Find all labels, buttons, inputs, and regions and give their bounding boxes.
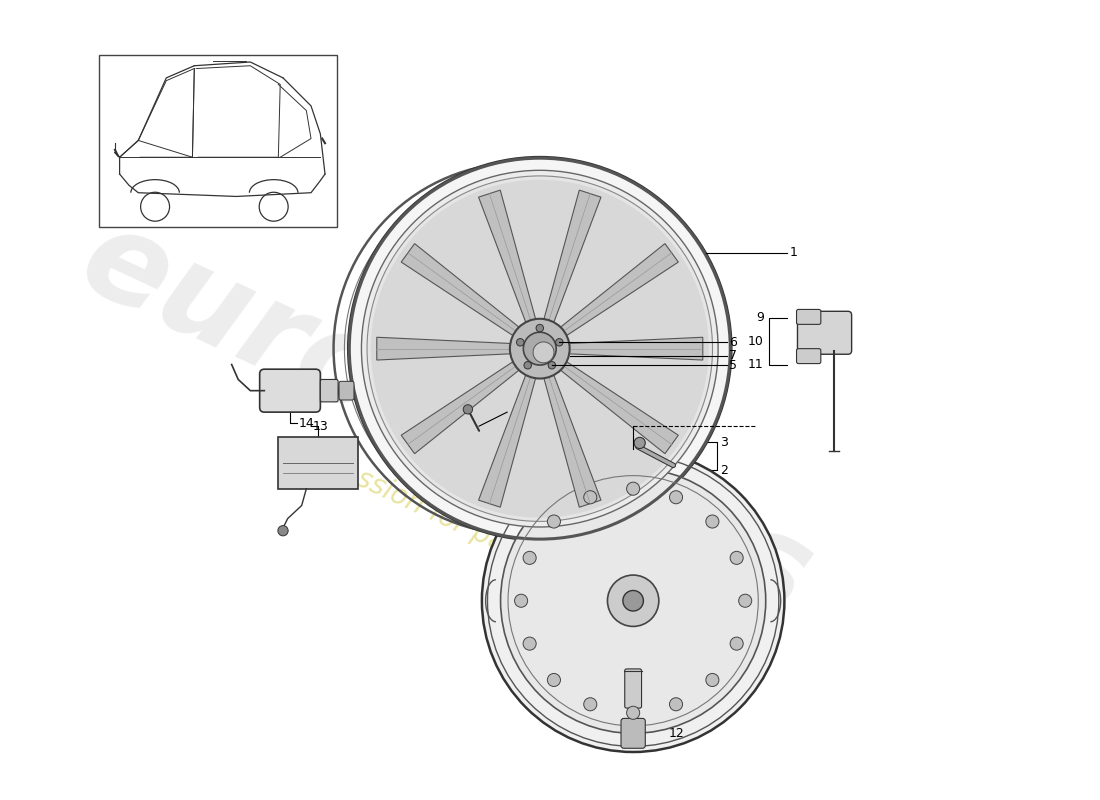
Text: 10: 10	[748, 334, 763, 348]
Polygon shape	[561, 244, 679, 335]
Polygon shape	[478, 190, 536, 322]
Circle shape	[278, 526, 288, 536]
Circle shape	[371, 180, 708, 518]
Circle shape	[556, 338, 563, 346]
Circle shape	[706, 515, 719, 528]
Polygon shape	[377, 338, 510, 360]
Circle shape	[463, 405, 473, 414]
FancyBboxPatch shape	[798, 311, 851, 354]
Circle shape	[634, 438, 646, 449]
FancyBboxPatch shape	[99, 54, 338, 227]
Circle shape	[670, 490, 683, 504]
Polygon shape	[478, 375, 536, 507]
FancyBboxPatch shape	[278, 438, 358, 489]
Circle shape	[627, 482, 640, 495]
Polygon shape	[569, 338, 703, 360]
Polygon shape	[543, 190, 601, 322]
Polygon shape	[543, 375, 601, 507]
Circle shape	[524, 637, 536, 650]
FancyBboxPatch shape	[260, 369, 320, 412]
Circle shape	[584, 698, 597, 710]
Circle shape	[548, 674, 561, 686]
Polygon shape	[402, 362, 519, 454]
Text: 2: 2	[720, 463, 728, 477]
FancyBboxPatch shape	[320, 379, 338, 402]
Circle shape	[524, 551, 536, 565]
FancyBboxPatch shape	[796, 310, 821, 324]
Text: 1: 1	[790, 246, 798, 259]
Ellipse shape	[607, 575, 659, 626]
Polygon shape	[402, 244, 519, 335]
Ellipse shape	[482, 450, 784, 752]
Circle shape	[706, 674, 719, 686]
Text: 5: 5	[729, 358, 737, 372]
Circle shape	[362, 170, 718, 527]
Circle shape	[534, 342, 554, 363]
Ellipse shape	[482, 598, 784, 614]
Text: 8: 8	[624, 404, 631, 417]
Circle shape	[670, 698, 683, 710]
Circle shape	[548, 362, 556, 369]
Circle shape	[730, 551, 744, 565]
FancyBboxPatch shape	[621, 718, 646, 748]
Circle shape	[510, 318, 570, 378]
Circle shape	[349, 158, 732, 540]
Text: 11: 11	[669, 682, 684, 695]
Circle shape	[524, 362, 531, 369]
Text: 9: 9	[756, 311, 763, 324]
Text: 13: 13	[312, 420, 329, 433]
FancyBboxPatch shape	[625, 669, 641, 708]
Text: 6: 6	[729, 336, 737, 349]
Circle shape	[536, 324, 543, 332]
FancyBboxPatch shape	[796, 349, 821, 363]
Ellipse shape	[623, 590, 643, 611]
Circle shape	[515, 594, 528, 607]
Text: 4: 4	[509, 406, 517, 418]
Text: 12: 12	[669, 727, 684, 740]
Circle shape	[367, 176, 713, 522]
Text: a passion for parts since 1985: a passion for parts since 1985	[297, 438, 690, 642]
Circle shape	[548, 515, 561, 528]
Ellipse shape	[500, 468, 766, 734]
Text: eurospares: eurospares	[63, 197, 830, 641]
Text: 11: 11	[748, 358, 763, 371]
Text: 7: 7	[729, 350, 737, 362]
Circle shape	[730, 637, 744, 650]
Circle shape	[739, 594, 751, 607]
Text: 3: 3	[720, 435, 728, 449]
Polygon shape	[561, 362, 679, 454]
Circle shape	[584, 490, 597, 504]
Circle shape	[627, 706, 640, 719]
Text: 14: 14	[299, 417, 315, 430]
Circle shape	[517, 338, 524, 346]
Circle shape	[524, 332, 557, 365]
FancyBboxPatch shape	[339, 382, 354, 400]
